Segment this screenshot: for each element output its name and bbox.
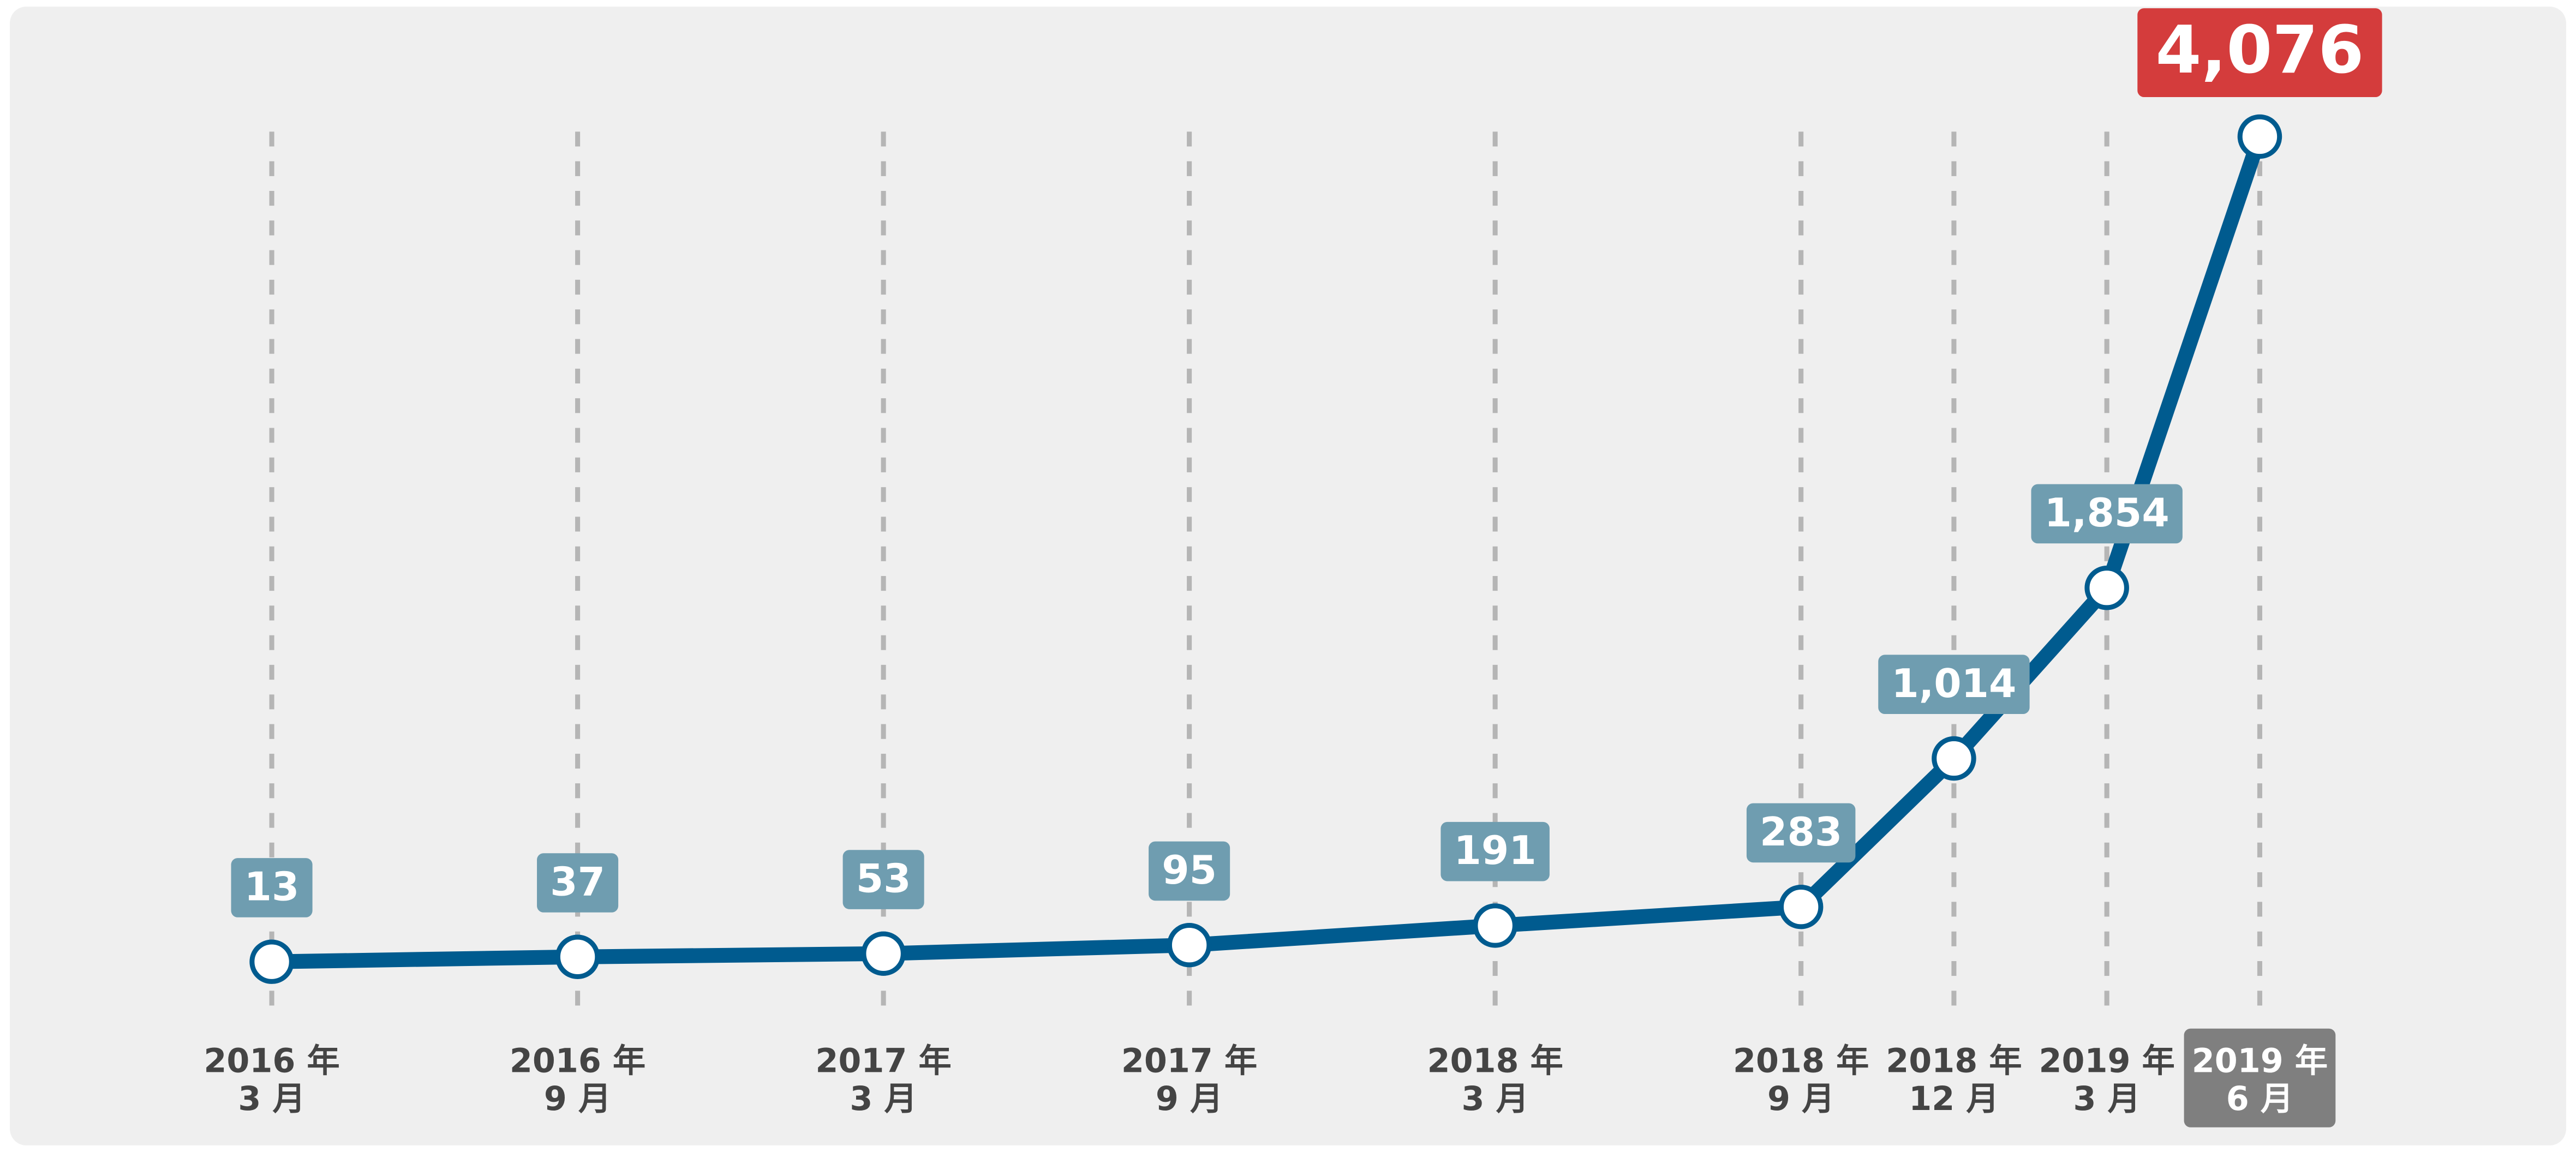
x-tick-label: 3 月 xyxy=(1461,1080,1528,1118)
value-label: 191 xyxy=(1454,828,1537,874)
value-label-box xyxy=(231,858,313,917)
data-point xyxy=(2084,566,2129,610)
data-point xyxy=(1167,922,1212,968)
data-point xyxy=(1473,903,1517,948)
data-point xyxy=(1778,884,1824,929)
data-point xyxy=(861,931,906,976)
value-label: 37 xyxy=(550,860,605,905)
x-tick-label: 12 月 xyxy=(1909,1080,1999,1118)
chart-background xyxy=(10,7,2566,1145)
value-label: 95 xyxy=(1162,848,1217,893)
x-tick-label: 2019 年 xyxy=(2039,1042,2174,1081)
value-label-box xyxy=(1149,841,1230,901)
x-tick-label: 2018 年 xyxy=(1427,1042,1563,1081)
data-point xyxy=(249,939,294,984)
value-label-box xyxy=(1441,821,1550,881)
value-label: 13 xyxy=(244,864,300,910)
x-tick-label: 9 月 xyxy=(1156,1080,1223,1118)
x-tick-label: 9 月 xyxy=(544,1080,611,1118)
value-label: 53 xyxy=(856,856,911,902)
x-tick-label: 3 月 xyxy=(238,1080,305,1118)
x-tick-label: 2016 年 xyxy=(510,1042,646,1081)
x-tick-label: 2016 年 xyxy=(204,1042,339,1081)
x-tick-label: 2018 年 xyxy=(1733,1042,1869,1081)
x-tick-label: 2017 年 xyxy=(815,1042,951,1081)
x-tick-label: 2017 年 xyxy=(1121,1042,1257,1081)
x-label-highlight xyxy=(2184,1028,2336,1127)
x-tick-label: 3 月 xyxy=(850,1080,917,1118)
value-label: 4,076 xyxy=(2155,12,2364,88)
value-label-box xyxy=(537,853,619,913)
x-tick-label: 2019 年 xyxy=(2192,1042,2328,1081)
value-label: 1,854 xyxy=(2045,490,2169,536)
x-tick-label: 3 月 xyxy=(2073,1080,2140,1118)
data-point xyxy=(555,934,600,980)
value-label: 1,014 xyxy=(1891,661,2016,707)
value-label: 283 xyxy=(1760,809,1842,855)
value-label-box xyxy=(1878,655,2030,715)
value-label-box xyxy=(842,850,924,909)
value-label-box xyxy=(2137,8,2382,98)
x-tick-label: 9 月 xyxy=(1767,1080,1834,1118)
x-tick-label: 6 月 xyxy=(2226,1080,2293,1118)
data-point xyxy=(2237,114,2282,159)
value-label-box xyxy=(2031,484,2183,544)
value-label-box xyxy=(1746,803,1856,863)
data-point xyxy=(1932,736,1976,781)
x-tick-label: 2018 年 xyxy=(1886,1042,2022,1081)
